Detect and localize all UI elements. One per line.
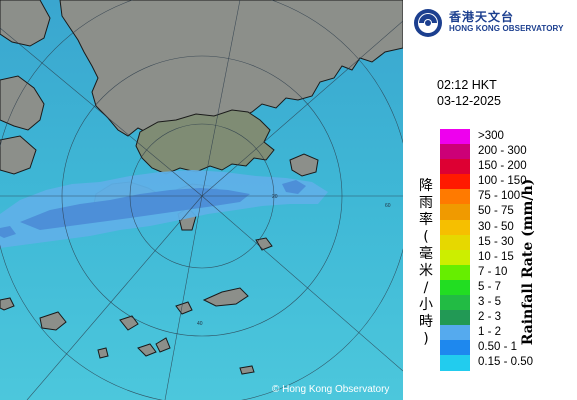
island-j: [0, 297, 15, 311]
spoke-4: [0, 27, 203, 197]
island-c: [39, 311, 67, 331]
spoke-6: [164, 195, 203, 400]
range-labels: 20 40 60: [197, 194, 391, 327]
legend-row: 75 - 100: [440, 189, 575, 205]
legend-swatch: [440, 279, 470, 296]
legend-title-zh-char: 降: [419, 178, 433, 194]
legend-swatch: [440, 249, 470, 265]
legend-row: 2 - 3: [440, 310, 575, 326]
legend-label: 10 - 15: [478, 250, 514, 263]
legend-row: 10 - 15: [440, 249, 575, 265]
range-rings: [0, 0, 403, 400]
legend-label: 15 - 30: [478, 235, 514, 248]
spoke-2: [201, 195, 403, 372]
island-i: [239, 365, 255, 375]
logo-english: HONG KONG OBSERVATORY: [449, 24, 564, 33]
legend-title-zh-char: 毫: [419, 246, 433, 262]
legend-title-chinese: 降 雨 率 ( 毫 米 / 小 時 ): [418, 178, 434, 348]
legend-label: 5 - 7: [478, 280, 502, 293]
legend-label: 30 - 50: [478, 220, 514, 233]
east-headland: [289, 153, 319, 177]
legend-label: 3 - 5: [478, 296, 502, 309]
logo-chinese: 香港天文台: [449, 10, 515, 24]
legend-row: 50 - 75: [440, 204, 575, 220]
spoke-1: [201, 20, 403, 197]
legend-row: >300: [440, 129, 575, 145]
legend-swatch: [440, 325, 470, 341]
timestamp-date: 03-12-2025: [437, 94, 501, 108]
legend-swatch: [440, 234, 470, 250]
timestamp-time: 02:12 HKT: [437, 78, 497, 92]
legend-row: 15 - 30: [440, 234, 575, 250]
legend-label: 200 - 300: [478, 145, 527, 158]
legend-title-zh-char: 米: [419, 263, 433, 279]
legend-title-zh-char: 小: [419, 297, 433, 313]
rain-echoes: [0, 170, 328, 248]
legend-row: 100 - 150: [440, 174, 575, 190]
range-label-20: 20: [272, 194, 278, 200]
legend-row: 0.15 - 0.50: [440, 355, 575, 371]
legend-title-zh-char: 雨: [419, 195, 433, 211]
rain-band-core: [20, 188, 250, 230]
island-a: [202, 287, 249, 307]
island-g: [155, 337, 171, 353]
legend-row: 5 - 7: [440, 279, 575, 296]
legend-label: >300: [478, 130, 504, 142]
legend-title-zh-char: /: [423, 280, 429, 296]
legend-swatch: [440, 264, 470, 280]
range-label-60: 60: [385, 203, 391, 209]
legend-swatch: [440, 204, 470, 220]
west-coast-south: [0, 135, 37, 175]
legend-title-zh-char: 率: [419, 212, 433, 228]
legend-swatch: [440, 340, 470, 356]
legend-title-zh-char: ): [423, 331, 429, 347]
legend-swatch: [440, 129, 470, 145]
legend-label: 150 - 200: [478, 160, 527, 173]
island-d: [119, 315, 139, 331]
legend-row: 1 - 2: [440, 325, 575, 341]
legend-label: 0.15 - 0.50: [478, 356, 533, 369]
legend-title-zh-char: (: [423, 229, 429, 245]
range-label-40: 40: [197, 321, 203, 327]
island-h: [97, 347, 109, 359]
copyright-notice: © Hong Kong Observatory: [272, 384, 390, 395]
legend-row: 30 - 50: [440, 219, 575, 235]
legend-title-zh-char: 時: [419, 314, 433, 330]
legend-label: 2 - 3: [478, 311, 502, 324]
legend-label: 7 - 10: [478, 265, 508, 278]
radar-map: 20 40 60: [0, 0, 403, 400]
legend-row: 200 - 300: [440, 144, 575, 160]
legend-swatch: [440, 295, 470, 311]
legend-swatch: [440, 310, 470, 326]
legend-swatch: [440, 159, 470, 175]
legend-swatch: [440, 355, 470, 371]
legend-swatch: [440, 174, 470, 190]
hko-logo-icon: [414, 9, 442, 37]
legend-row: 3 - 5: [440, 295, 575, 311]
legend-row: 7 - 10: [440, 264, 575, 280]
rain-patch-east: [282, 180, 306, 194]
legend-label: 1 - 2: [478, 326, 502, 339]
legend-row: 0.50 - 1: [440, 340, 575, 356]
legend-row: 150 - 200: [440, 159, 575, 175]
island-e: [175, 301, 193, 315]
legend-label: 75 - 100: [478, 190, 521, 203]
rain-patch-west: [0, 226, 16, 238]
legend-label: 50 - 75: [478, 205, 514, 218]
spoke-5: [201, 0, 241, 197]
spoke-3: [26, 195, 203, 400]
legend-swatch: [440, 189, 470, 205]
info-panel: 香港天文台 HONG KONG OBSERVATORY 02:12 HKT 03…: [403, 0, 577, 400]
nw-coast: [0, 0, 51, 47]
legend-label: 100 - 150: [478, 175, 527, 188]
island-f: [137, 343, 157, 357]
legend-swatch: [440, 219, 470, 235]
legend-label: 0.50 - 1: [478, 341, 517, 354]
legend-title-english: Rainfall Rate (mm/h): [520, 178, 536, 346]
west-coast: [0, 75, 45, 131]
rainfall-legend: >300 200 - 300 150 - 200 100 - 150 75 - …: [440, 129, 575, 371]
legend-swatch: [440, 144, 470, 160]
